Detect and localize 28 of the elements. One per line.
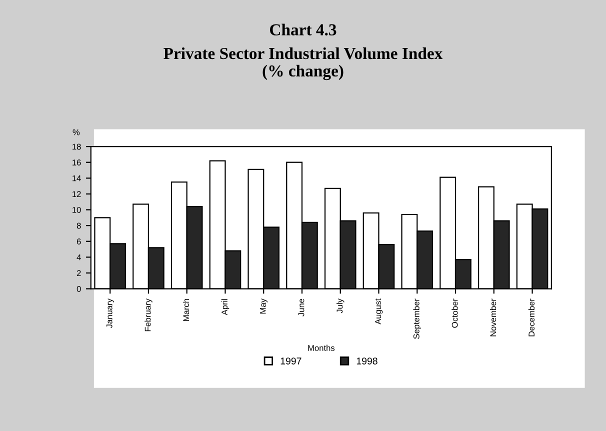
x-tick-label: February bbox=[144, 298, 152, 332]
legend-label: 1998 bbox=[356, 358, 378, 364]
y-tick-label: 10 bbox=[72, 206, 81, 213]
y-tick-label: 12 bbox=[72, 191, 81, 197]
y-axis-title: % bbox=[72, 129, 80, 136]
chart-title: Chart 4.3 bbox=[270, 24, 336, 36]
x-tick-label: October bbox=[452, 298, 458, 328]
y-tick-label: 16 bbox=[72, 160, 81, 166]
chart-subtitle: Private Sector Industrial Volume Index (% change) bbox=[164, 47, 443, 80]
x-tick-label: January bbox=[106, 298, 114, 328]
y-tick-label: 8 bbox=[76, 222, 81, 229]
y-tick-label: 6 bbox=[76, 238, 81, 244]
x-tick-label: December bbox=[528, 298, 535, 336]
y-tick-label: 2 bbox=[76, 270, 81, 276]
x-tick-label: July bbox=[336, 298, 344, 314]
y-tick-label: 18 bbox=[72, 144, 81, 150]
x-tick-label: August bbox=[375, 298, 383, 324]
legend-label: 1997 bbox=[280, 358, 302, 364]
x-tick-label: March bbox=[182, 299, 190, 321]
x-axis-title: Months bbox=[308, 344, 335, 351]
x-tick-label: September bbox=[413, 298, 422, 339]
x-tick-label: May bbox=[260, 298, 268, 314]
y-tick-label: 4 bbox=[76, 254, 81, 260]
x-tick-label: April bbox=[221, 299, 230, 316]
y-tick-label: 0 bbox=[76, 286, 81, 292]
x-tick-label: June bbox=[298, 298, 304, 316]
x-tick-label: November bbox=[490, 298, 496, 336]
y-tick-label: 14 bbox=[72, 175, 81, 182]
